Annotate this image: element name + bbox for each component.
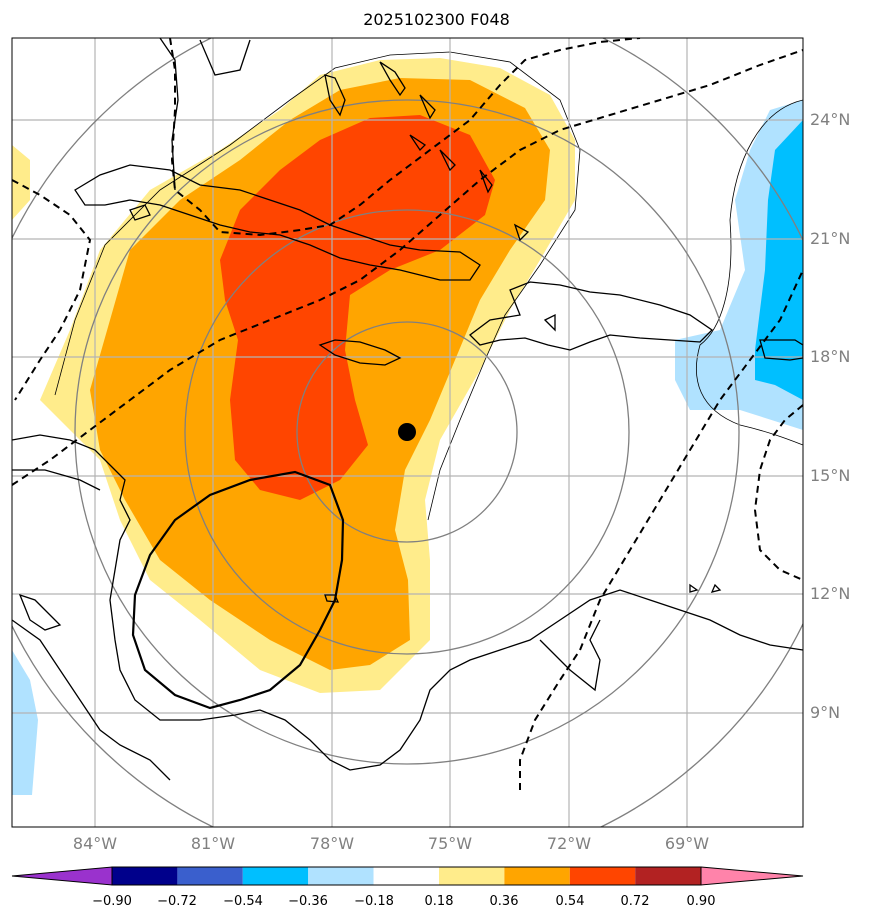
solid-contour	[131, 470, 345, 710]
colorbar-swatch-7	[504, 867, 570, 885]
lon-label-75w: 75°W	[427, 834, 473, 853]
colorbar-tick-label: −0.18	[354, 894, 394, 909]
colorbar-tick-label: 0.54	[555, 894, 585, 909]
map-title: 2025102300 F048	[363, 10, 510, 29]
colorbar	[11, 866, 804, 886]
colorbar-swatch-2	[177, 867, 243, 885]
lat-label-24n: 24°N	[810, 110, 851, 129]
lon-label-81w: 81°W	[190, 834, 236, 853]
colorbar-tick-label: 0.18	[424, 894, 454, 909]
lon-label-84w: 84°W	[72, 834, 118, 853]
map-frame	[11, 37, 804, 828]
lat-label-15n: 15°N	[810, 466, 851, 485]
storm-center-marker	[398, 423, 416, 441]
lon-label-72w: 72°W	[546, 834, 592, 853]
colorbar-swatch-6	[439, 867, 505, 885]
colorbar-tick-label: 0.72	[620, 894, 650, 909]
lat-label-21n: 21°N	[810, 229, 851, 248]
colorbar-swatch-4	[308, 867, 374, 885]
lon-label-69w: 69°W	[664, 834, 710, 853]
colorbar-tick-label: −0.90	[92, 894, 132, 909]
colorbar-swatch-3	[242, 867, 309, 885]
range-rings	[12, 38, 803, 827]
colorbar-extend-high	[700, 866, 804, 886]
lat-label-18n: 18°N	[810, 347, 851, 366]
colorbar-extend-low	[11, 866, 113, 886]
coastlines	[12, 38, 803, 781]
colorbar-tick-label: −0.36	[288, 894, 328, 909]
colorbar-swatch-8	[569, 867, 636, 885]
contour-fill-neg-0-36	[755, 120, 803, 400]
map-plot-area	[12, 38, 803, 827]
lat-label-9n: 9°N	[810, 703, 841, 722]
colorbar-swatch-5	[373, 867, 439, 885]
colorbar-swatch-9	[635, 867, 701, 885]
colorbar-tick-label: 0.90	[686, 894, 716, 909]
colorbar-swatch-1	[112, 867, 178, 885]
colorbar-tick-label: −0.72	[157, 894, 197, 909]
colorbar-tick-label: −0.54	[223, 894, 263, 909]
colorbar-tick-label: 0.36	[489, 894, 519, 909]
dashed-contours	[12, 38, 803, 790]
lat-label-12n: 12°N	[810, 584, 851, 603]
lon-label-78w: 78°W	[309, 834, 355, 853]
